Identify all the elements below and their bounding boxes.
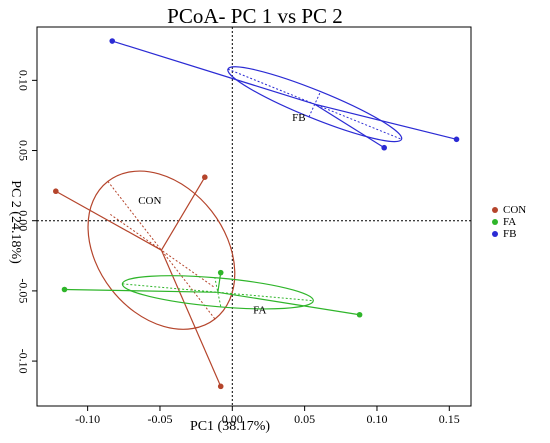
- spoke-con-1: [55, 190, 162, 251]
- legend-label-con: CON: [503, 204, 527, 216]
- spoke-fa-2: [217, 272, 222, 293]
- series-fa: FA: [61, 269, 363, 318]
- group-label-fa: FA: [253, 304, 266, 316]
- legend-item-fa: FA: [492, 216, 526, 228]
- y-tick-label: 0.05: [16, 140, 30, 161]
- spoke-fb-2: [314, 103, 385, 149]
- spoke-con-3: [160, 249, 222, 387]
- legend-marker-fb: [492, 231, 498, 237]
- plot-frame: [36, 26, 472, 407]
- x-axis-ticks: -0.10 -0.05 0.00 0.05 0.10 0.15: [75, 406, 460, 426]
- point-fb-1: [109, 38, 116, 44]
- y-tick-label: -0.10: [16, 349, 30, 374]
- y-tick-label: 0.00: [16, 210, 30, 231]
- spoke-fb-3: [314, 103, 457, 140]
- y-axis-ticks: -0.10 -0.05 0.00 0.05 0.10: [16, 70, 37, 374]
- chart-title: PCoA- PC 1 vs PC 2: [167, 4, 343, 28]
- group-label-con: CON: [138, 195, 161, 207]
- spoke-con-2: [160, 176, 206, 251]
- major-axis-con: [107, 181, 216, 320]
- legend: CON FA FB: [492, 204, 526, 240]
- point-fa-2: [217, 269, 224, 276]
- legend-item-fb: FB: [492, 228, 526, 240]
- legend-marker-fa: [492, 219, 498, 225]
- spoke-fa-1: [64, 288, 218, 293]
- legend-item-con: CON: [492, 204, 526, 216]
- y-tick-label: -0.05: [16, 278, 30, 303]
- x-tick-label: 0.05: [294, 412, 315, 426]
- series-fb: FB: [109, 38, 460, 151]
- point-fb-3: [453, 136, 460, 143]
- minor-axis-fa: [214, 278, 222, 307]
- point-fa-3: [356, 311, 363, 318]
- legend-label-fb: FB: [503, 228, 517, 240]
- point-con-1: [53, 188, 59, 195]
- series-con: CON: [53, 170, 236, 390]
- x-tick-label: 0.00: [222, 412, 243, 426]
- point-con-2: [202, 174, 208, 180]
- y-axis-label: PC 2 (24.18%): [8, 180, 23, 264]
- spoke-fa-3: [217, 291, 360, 316]
- spoke-fb-1: [112, 40, 315, 105]
- x-tick-label: 0.15: [439, 412, 460, 426]
- group-label-fb: FB: [292, 112, 305, 124]
- point-fb-2: [381, 144, 388, 151]
- ellipse-fb: [227, 66, 403, 143]
- legend-label-fa: FA: [503, 216, 517, 228]
- series-layer: CON FA FB: [53, 38, 460, 390]
- legend-marker-con: [492, 207, 498, 213]
- x-tick-label: -0.10: [75, 412, 100, 426]
- x-tick-label: -0.05: [147, 412, 172, 426]
- y-tick-label: 0.10: [16, 70, 30, 91]
- minor-axis-con: [109, 213, 214, 288]
- x-axis-label: PC1 (38.17%): [189, 419, 271, 434]
- x-tick-label: 0.10: [366, 412, 387, 426]
- point-fa-1: [61, 286, 68, 293]
- point-con-3: [217, 383, 224, 390]
